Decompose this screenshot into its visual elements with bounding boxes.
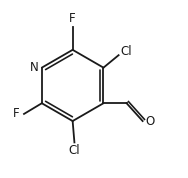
Text: F: F	[13, 107, 19, 121]
Text: Cl: Cl	[69, 144, 80, 157]
Text: N: N	[30, 61, 39, 74]
Text: O: O	[146, 114, 155, 128]
Text: Cl: Cl	[121, 45, 132, 59]
Text: F: F	[69, 12, 76, 25]
